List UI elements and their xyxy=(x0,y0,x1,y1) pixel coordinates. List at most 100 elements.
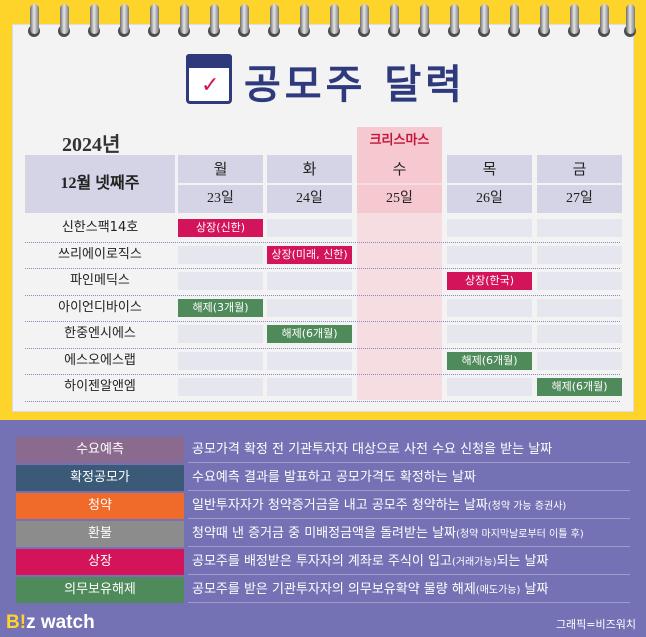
legend-description: 공모주를 받은 기관투자자의 의무보유확약 물량 해제(매도가능) 날짜 xyxy=(188,577,630,603)
calendar-cell xyxy=(178,378,263,396)
calendar-cell xyxy=(267,378,352,396)
calendar-cell xyxy=(537,219,622,237)
binder-ring xyxy=(480,4,489,34)
company-name: 한중엔시에스 xyxy=(64,326,136,341)
graphic-credit: 그래픽=비즈워치 xyxy=(555,618,636,631)
company-name: 아이언디바이스 xyxy=(58,299,142,315)
calendar-cell xyxy=(447,325,532,343)
calendar-cell xyxy=(447,378,532,396)
binder-ring xyxy=(180,4,189,34)
legend-description: 공모주를 배정받은 투자자의 계좌로 주식이 입고(거래가능)되는 날짜 xyxy=(188,549,630,575)
calendar-cell xyxy=(178,272,263,290)
calendar-cell xyxy=(537,272,622,290)
legend-term: 상장 xyxy=(16,549,184,575)
binder-ring xyxy=(570,4,579,34)
day-header: 월 xyxy=(178,155,263,183)
legend-term: 청약 xyxy=(16,493,184,519)
calendar-cell xyxy=(537,351,622,370)
legend-row: 의무보유해제 공모주를 받은 기관투자자의 의무보유확약 물량 해제(매도가능) … xyxy=(16,577,630,603)
legend-row: 확정공모가 수요예측 결과를 발표하고 공모가격도 확정하는 날짜 xyxy=(16,465,630,491)
legend-description: 공모가격 확정 전 기관투자자 대상으로 사전 수요 신청을 받는 날짜 xyxy=(188,437,630,463)
binder-ring xyxy=(540,4,549,34)
calendar-cell xyxy=(537,298,622,317)
row-divider xyxy=(25,294,620,296)
lockup-release-event: 해제(6개월) xyxy=(537,378,622,396)
binder-ring xyxy=(240,4,249,34)
calendar-cell xyxy=(447,298,532,317)
calendar-cell xyxy=(537,325,622,343)
title-block: ✓ 공모주 달력 xyxy=(186,52,466,110)
calendar-cell xyxy=(447,245,532,264)
calendar-cell xyxy=(267,298,352,317)
row-divider xyxy=(25,400,620,402)
calendar-icon: ✓ xyxy=(186,54,232,104)
listing-event: 상장(미래, 신한) xyxy=(267,245,352,264)
lockup-release-event: 해제(3개월) xyxy=(178,298,263,317)
date-header: 23일 xyxy=(178,185,263,213)
calendar-cell xyxy=(447,219,532,237)
binder-ring xyxy=(30,4,39,34)
binder-ring xyxy=(510,4,519,34)
date-header: 25일 xyxy=(357,185,442,213)
company-name: 신한스팩14호 xyxy=(61,220,139,235)
calendar-cell xyxy=(178,351,263,370)
row-divider xyxy=(25,268,620,269)
day-header: 화 xyxy=(267,155,352,183)
legend-term: 의무보유해제 xyxy=(16,577,184,603)
date-header: 26일 xyxy=(447,185,532,213)
day-header: 금 xyxy=(537,155,622,183)
calendar-paper xyxy=(12,24,634,412)
binder-ring xyxy=(626,4,635,34)
calendar-cell xyxy=(537,245,622,264)
binder-ring xyxy=(150,4,159,34)
binder-ring xyxy=(300,4,309,34)
lockup-release-event: 해제(6개월) xyxy=(267,325,352,343)
calendar-cell xyxy=(267,272,352,290)
page-title: 공모주 달력 xyxy=(244,61,466,108)
binder-ring xyxy=(360,4,369,34)
calendar-cell xyxy=(178,325,263,343)
day-header: 목 xyxy=(447,155,532,183)
legend-description: 청약때 낸 증거금 중 미배정금액을 돌려받는 날짜(청약 마지막날로부터 이틀… xyxy=(188,521,630,547)
binder-ring xyxy=(210,4,219,34)
legend-row: 환불 청약때 낸 증거금 중 미배정금액을 돌려받는 날짜(청약 마지막날로부터 … xyxy=(16,521,630,547)
brand-logo: B!z watch xyxy=(6,612,95,633)
binder-ring xyxy=(450,4,459,34)
row-divider xyxy=(25,347,620,349)
legend-row: 수요예측 공모가격 확정 전 기관투자자 대상으로 사전 수요 신청을 받는 날짜 xyxy=(16,437,630,463)
binder-ring xyxy=(600,4,609,34)
company-name: 에스오에스랩 xyxy=(64,352,136,368)
binder-ring xyxy=(60,4,69,34)
year-label: 2024년 xyxy=(62,134,121,156)
row-divider xyxy=(25,241,620,243)
date-header: 24일 xyxy=(267,185,352,213)
row-divider xyxy=(25,321,620,322)
day-header: 수 xyxy=(357,155,442,183)
date-header: 27일 xyxy=(537,185,622,213)
legend-term: 확정공모가 xyxy=(16,465,184,491)
legend-term: 환불 xyxy=(16,521,184,547)
listing-event: 상장(한국) xyxy=(447,272,532,290)
legend: 수요예측 공모가격 확정 전 기관투자자 대상으로 사전 수요 신청을 받는 날짜… xyxy=(16,437,630,605)
calendar-cell xyxy=(267,219,352,237)
binder-ring xyxy=(120,4,129,34)
binder-ring xyxy=(90,4,99,34)
lockup-release-event: 해제(6개월) xyxy=(447,351,532,370)
binder-ring xyxy=(390,4,399,34)
legend-row: 상장 공모주를 배정받은 투자자의 계좌로 주식이 입고(거래가능)되는 날짜 xyxy=(16,549,630,575)
legend-term: 수요예측 xyxy=(16,437,184,463)
week-label: 12월 넷째주 xyxy=(25,155,175,213)
legend-row: 청약 일반투자자가 청약증거금을 내고 공모주 청약하는 날짜(청약 가능 증권사… xyxy=(16,493,630,519)
binder-ring xyxy=(420,4,429,34)
company-name: 하이젠알앤엠 xyxy=(64,379,136,394)
legend-description: 수요예측 결과를 발표하고 공모가격도 확정하는 날짜 xyxy=(188,465,630,491)
row-divider xyxy=(25,374,620,375)
company-name: 파인메딕스 xyxy=(70,273,130,288)
legend-description: 일반투자자가 청약증거금을 내고 공모주 청약하는 날짜(청약 가능 증권사) xyxy=(188,493,630,519)
company-name: 쓰리에이로직스 xyxy=(58,246,142,262)
calendar-cell xyxy=(178,245,263,264)
holiday-label: 크리스마스 xyxy=(357,127,442,155)
binder-ring xyxy=(270,4,279,34)
calendar-cell xyxy=(267,351,352,370)
binder-ring xyxy=(330,4,339,34)
